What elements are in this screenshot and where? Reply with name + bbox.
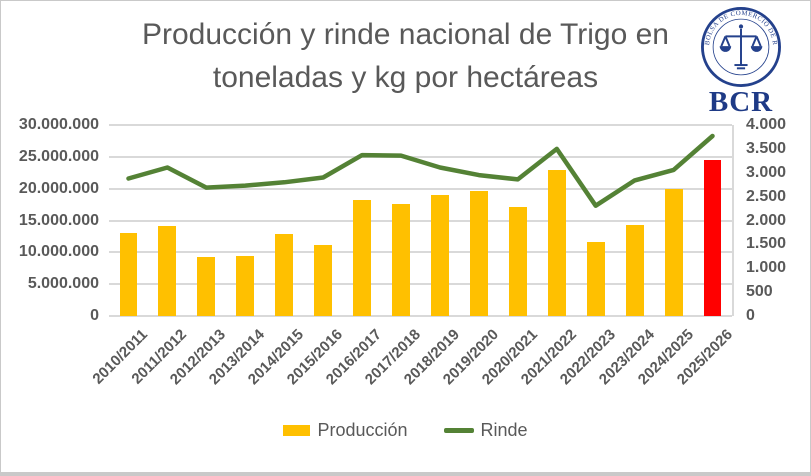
bar-2019-2020 <box>469 191 488 316</box>
y-axis-tick-label: 3.000 <box>746 163 787 181</box>
y-axis-tick-label: 1.500 <box>746 235 787 253</box>
gridline <box>109 219 732 222</box>
bar-slot <box>226 125 265 316</box>
y-axis-tick-label: 1.000 <box>746 259 787 277</box>
x-axis-labels: 2010/2011 2011/2012 2012/2013 2013/2014 2014… <box>89 316 737 408</box>
bar-slot <box>265 125 304 316</box>
chart-title: Producción y rinde nacional de Trigo en … <box>1 1 810 99</box>
gridline <box>109 251 732 254</box>
y-axis-tick-label: 2.500 <box>746 187 787 205</box>
bar-2018-2019 <box>431 195 449 316</box>
bar-2025-2026 <box>703 160 722 316</box>
right-y-axis: 4.000 3.500 3.000 2.500 2.000 1.500 1.000 500 0 <box>734 116 804 324</box>
bar-2024-2025 <box>664 188 683 316</box>
bar-2017-2018 <box>392 203 410 316</box>
y-axis-tick-label: 0 <box>746 307 755 324</box>
bars-layer <box>109 125 732 316</box>
gridline <box>109 155 732 158</box>
chart-header: Producción y rinde nacional de Trigo en … <box>1 1 810 118</box>
chart-title-line-2: toneladas y kg por hectáreas <box>212 61 599 94</box>
plot-wrap: 2010/2011 2011/2012 2012/2013 2013/2014 2014… <box>89 124 737 408</box>
bar-slot <box>576 125 615 316</box>
bar-2010-2011 <box>119 233 138 316</box>
legend: Producción Rinde <box>1 420 810 441</box>
bar-slot <box>304 125 343 316</box>
left-y-axis: 30.000.000 25.000.000 20.000.000 15.000.000… <box>3 116 109 324</box>
bar-2013-2014 <box>236 255 255 316</box>
gridline <box>109 283 732 286</box>
bar-slot <box>537 125 576 316</box>
bar-2015-2016 <box>314 245 333 316</box>
bar-2011-2012 <box>158 226 177 316</box>
bar-slot <box>459 125 498 316</box>
gridline <box>109 187 732 190</box>
bar-slot <box>421 125 460 316</box>
produccion-swatch <box>283 425 311 436</box>
gridline <box>109 315 732 317</box>
rinde-line <box>126 133 715 208</box>
y-axis-tick-label: 3.500 <box>746 139 787 157</box>
bar-slot <box>382 125 421 316</box>
bar-slot <box>187 125 226 316</box>
bar-slot <box>343 125 382 316</box>
y-axis-tick-label: 20.000.000 <box>18 179 99 197</box>
scales-icon <box>719 24 763 70</box>
bar-2016-2017 <box>353 200 372 316</box>
rinde-swatch <box>443 428 474 433</box>
bar-slot <box>109 125 148 316</box>
legend-item-rinde: Rinde <box>443 420 528 441</box>
y-axis-tick-label: 2.000 <box>746 211 787 229</box>
gridline <box>109 124 732 126</box>
bar-2020-2021 <box>508 207 527 316</box>
y-axis-tick-label: 10.000.000 <box>18 243 99 261</box>
legend-label-rinde: Rinde <box>480 420 528 440</box>
y-axis-tick-label: 25.000.000 <box>18 147 99 165</box>
chart-title-line-1: Producción y rinde nacional de Trigo en <box>142 18 669 51</box>
bar-2022-2023 <box>586 242 605 316</box>
bar-2014-2015 <box>275 233 294 316</box>
legend-label-produccion: Producción <box>317 420 408 440</box>
y-axis-tick-label: 0 <box>90 307 99 324</box>
bar-slot <box>498 125 537 316</box>
bar-2023-2024 <box>625 224 644 316</box>
plot-area <box>109 124 734 317</box>
y-axis-tick-label: 4.000 <box>746 116 787 133</box>
bar-2021-2022 <box>547 169 566 316</box>
bcr-wordmark: BCR <box>708 86 774 118</box>
bar-2012-2013 <box>197 257 216 316</box>
rinde-line-layer <box>126 133 715 208</box>
bcr-logo: BOLSA DE COMERCIO DE ROSARIO BCR <box>688 6 794 118</box>
y-axis-tick-label: 500 <box>746 283 773 301</box>
bar-slot <box>654 125 693 316</box>
legend-item-produccion: Producción <box>283 420 408 441</box>
y-axis-tick-label: 30.000.000 <box>18 116 99 133</box>
y-axis-tick-label: 5.000.000 <box>27 275 99 293</box>
y-axis-tick-label: 15.000.000 <box>18 211 99 229</box>
bar-slot <box>148 125 187 316</box>
bar-slot <box>693 125 732 316</box>
chart-area: 30.000.000 25.000.000 20.000.000 15.000.000… <box>1 116 810 408</box>
bar-slot <box>615 125 654 316</box>
bcr-seal-icon: BOLSA DE COMERCIO DE ROSARIO <box>700 6 781 87</box>
